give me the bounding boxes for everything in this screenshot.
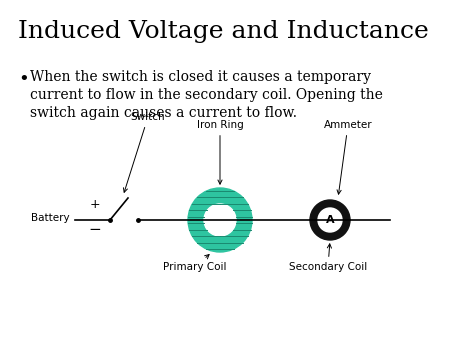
Text: A: A [326,215,334,225]
Text: switch again causes a current to flow.: switch again causes a current to flow. [30,106,297,120]
Text: current to flow in the secondary coil. Opening the: current to flow in the secondary coil. O… [30,88,383,102]
Circle shape [318,208,342,232]
Text: Ammeter: Ammeter [324,120,372,194]
Text: Secondary Coil: Secondary Coil [289,244,367,272]
Text: When the switch is closed it causes a temporary: When the switch is closed it causes a te… [30,70,371,84]
Text: Primary Coil: Primary Coil [163,255,227,272]
Text: Battery: Battery [32,213,70,223]
Text: Induced Voltage and Inductance: Induced Voltage and Inductance [18,20,429,43]
Text: Iron Ring: Iron Ring [197,120,243,184]
Circle shape [188,188,252,252]
Circle shape [204,204,236,236]
Text: Switch: Switch [123,112,165,192]
Text: +: + [90,197,100,211]
Circle shape [310,200,350,240]
Text: •: • [18,70,29,88]
Text: −: − [89,222,101,238]
